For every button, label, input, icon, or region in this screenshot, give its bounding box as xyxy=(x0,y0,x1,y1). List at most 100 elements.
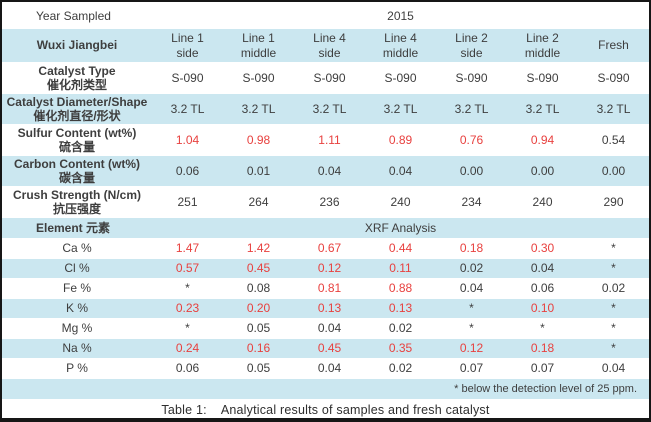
value-cell: 240 xyxy=(390,194,411,209)
value-cell: S-090 xyxy=(313,70,346,85)
value-cell: 1.04 xyxy=(175,132,200,147)
value-cell: 0.57 xyxy=(152,259,223,278)
value-cell: 0.07 xyxy=(530,361,555,376)
value-cell: 3.2 TL xyxy=(578,94,649,124)
value-cell: 0.45 xyxy=(294,339,365,358)
value-cell: 0.30 xyxy=(530,241,555,256)
year-label: Year Sampled xyxy=(36,8,111,23)
value-cell: 264 xyxy=(248,194,269,209)
element-row: K % 0.23 0.20 0.13 0.13 * 0.10 * xyxy=(2,299,649,318)
property-row: Catalyst Type 催化剂类型 S-090 S-090 S-090 S-090 S-… xyxy=(2,63,649,93)
value-cell: S-090 xyxy=(242,70,275,85)
value-cell: 0.54 xyxy=(601,132,626,147)
element-header-label: Element 元素 xyxy=(2,218,152,238)
value-cell: 3.2 TL xyxy=(365,94,436,124)
value-cell: 0.04 xyxy=(507,259,578,278)
column-header-5: Line 2 side xyxy=(436,29,507,62)
element-header-row: Element 元素 XRF Analysis xyxy=(2,218,649,238)
element-label: K % xyxy=(2,299,152,318)
element-row: P % 0.06 0.05 0.04 0.02 0.07 0.07 0.04 xyxy=(2,359,649,378)
value-cell: 0.04 xyxy=(459,281,484,296)
element-row: Mg % * 0.05 0.04 0.02 * * * xyxy=(2,319,649,338)
value-cell: 0.18 xyxy=(459,241,484,256)
value-cell: 0.10 xyxy=(507,299,578,318)
property-label: Sulfur Content (wt%) 硫含量 xyxy=(17,125,137,154)
value-cell: 0.06 xyxy=(175,361,200,376)
value-cell: 0.35 xyxy=(365,339,436,358)
element-label: P % xyxy=(66,361,88,376)
property-label: Crush Strength (N/cm) 抗压强度 xyxy=(12,187,141,216)
year-row: Year Sampled 2015 xyxy=(2,4,649,28)
element-row: Ca % 1.47 1.42 0.67 0.44 0.18 0.30 * xyxy=(2,239,649,258)
value-cell: 0.94 xyxy=(530,132,555,147)
value-cell: S-090 xyxy=(384,70,417,85)
table-caption: Table 1: Analytical results of samples an… xyxy=(2,400,649,417)
table-body: Year Sampled 2015 Wuxi Jiangbei Line 1 side L… xyxy=(2,4,649,399)
value-cell: 0.02 xyxy=(388,361,413,376)
value-cell: 0.02 xyxy=(601,281,626,296)
value-cell: 234 xyxy=(461,194,482,209)
value-cell: 0.00 xyxy=(578,156,649,186)
column-header-1: Line 1 side xyxy=(152,29,223,62)
value-cell: 3.2 TL xyxy=(507,94,578,124)
property-row: Carbon Content (wt%) 碳含量 0.06 0.01 0.04 0.04 0… xyxy=(2,156,649,186)
value-cell: 0.12 xyxy=(294,259,365,278)
value-cell: 0.06 xyxy=(152,156,223,186)
value-cell: * xyxy=(436,299,507,318)
value-cell: S-090 xyxy=(171,70,204,85)
element-label: Na % xyxy=(2,339,152,358)
value-cell: 3.2 TL xyxy=(223,94,294,124)
value-cell: 0.18 xyxy=(507,339,578,358)
value-cell: 290 xyxy=(603,194,624,209)
value-cell: 0.13 xyxy=(365,299,436,318)
value-cell: 0.05 xyxy=(246,361,271,376)
property-row: Catalyst Diameter/Shape 催化剂直径/形状 3.2 TL 3.2… xyxy=(2,94,649,124)
column-header-6: Line 2 middle xyxy=(507,29,578,62)
value-cell: 0.67 xyxy=(317,241,342,256)
value-cell: 0.05 xyxy=(246,321,271,336)
value-cell: 3.2 TL xyxy=(436,94,507,124)
value-cell: 0.16 xyxy=(223,339,294,358)
property-label: Carbon Content (wt%) 碳含量 xyxy=(2,156,152,186)
value-cell: 0.11 xyxy=(365,259,436,278)
value-cell: 0.12 xyxy=(436,339,507,358)
year-value: 2015 xyxy=(387,8,414,23)
value-cell: 1.47 xyxy=(175,241,200,256)
value-cell: 0.98 xyxy=(246,132,271,147)
xrf-analysis-label: XRF Analysis xyxy=(152,218,649,238)
value-cell: 0.23 xyxy=(152,299,223,318)
site-label: Wuxi Jiangbei xyxy=(2,29,152,62)
property-row: Sulfur Content (wt%) 硫含量 1.04 0.98 1.11 0.89 0… xyxy=(2,125,649,155)
property-label: Catalyst Type 催化剂类型 xyxy=(38,63,116,92)
value-cell: * xyxy=(185,321,190,336)
footnote-text: * below the detection level of 25 ppm. xyxy=(2,379,649,399)
value-cell: 0.45 xyxy=(223,259,294,278)
element-label: Mg % xyxy=(61,321,93,336)
element-row: Fe % * 0.08 0.81 0.88 0.04 0.06 0.02 xyxy=(2,279,649,298)
value-cell: 236 xyxy=(319,194,340,209)
value-cell: 251 xyxy=(177,194,198,209)
value-cell: S-090 xyxy=(455,70,488,85)
caption-prefix: Table 1: xyxy=(161,403,207,417)
value-cell: 3.2 TL xyxy=(294,94,365,124)
value-cell: * xyxy=(578,259,649,278)
value-cell: 1.42 xyxy=(246,241,271,256)
analysis-table: Year Sampled 2015 Wuxi Jiangbei Line 1 side L… xyxy=(2,3,649,400)
value-cell: 0.44 xyxy=(388,241,413,256)
property-row: Crush Strength (N/cm) 抗压强度 251 264 236 240 234… xyxy=(2,187,649,217)
element-label: Ca % xyxy=(62,241,92,256)
value-cell: 0.04 xyxy=(365,156,436,186)
column-header-4: Line 4 middle xyxy=(365,29,436,62)
value-cell: 0.08 xyxy=(246,281,271,296)
column-header-7: Fresh xyxy=(578,29,649,62)
value-cell: 0.89 xyxy=(388,132,413,147)
value-cell: * xyxy=(578,339,649,358)
value-cell: 0.88 xyxy=(388,281,413,296)
footnote-row: * below the detection level of 25 ppm. xyxy=(2,379,649,399)
element-label: Fe % xyxy=(62,281,91,296)
value-cell: 0.04 xyxy=(601,361,626,376)
value-cell: 0.04 xyxy=(317,361,342,376)
value-cell: * xyxy=(611,321,616,336)
value-cell: 0.01 xyxy=(223,156,294,186)
